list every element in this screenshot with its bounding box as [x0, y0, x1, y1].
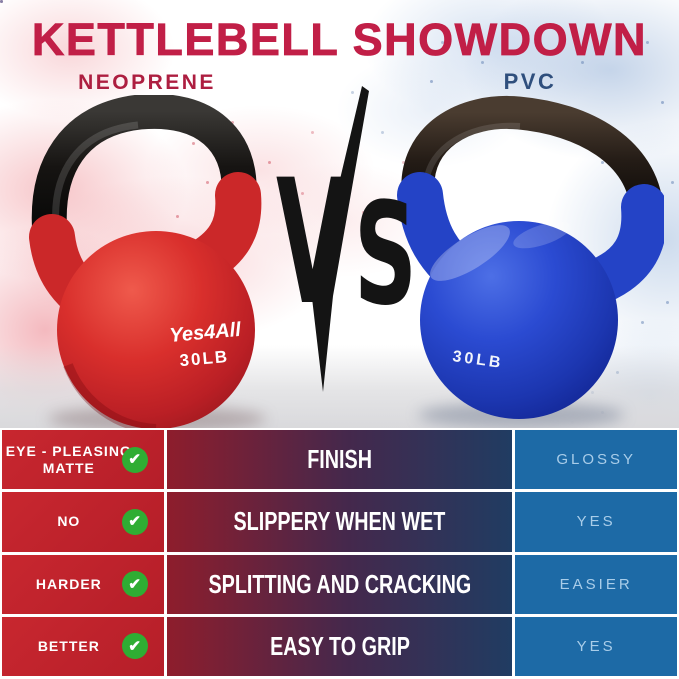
neoprene-value: EYE - PLEASING MATTE: [5, 442, 132, 476]
neoprene-kettlebell-image: Yes4All 30LB: [29, 95, 262, 434]
gloss-highlight: [430, 225, 510, 281]
pvc-label: PVC: [503, 69, 557, 94]
check-icon: ✔: [121, 446, 148, 473]
red-weight-label: 30LB: [179, 347, 230, 370]
blue-kettlebell-handle: [401, 95, 664, 212]
vs-letter-v: V: [276, 142, 349, 343]
neoprene-value: NO: [57, 513, 81, 530]
table-row-2-pvc-cell: YES: [515, 492, 677, 552]
pvc-value: YES: [576, 513, 616, 531]
table-row-4-pvc-cell: YES: [515, 616, 677, 676]
handle-highlight: [52, 121, 139, 228]
pvc-value: GLOSSY: [556, 451, 637, 469]
table-row-2-feature-cell: SLIPPERY WHEN WET: [166, 492, 513, 552]
table-row-3-feature-cell: SPLITTING AND CRACKING: [166, 554, 513, 614]
neoprene-label: NEOPRENE: [78, 71, 216, 94]
lightning-slash: [312, 86, 369, 392]
comparison-table: EYE - PLEASING MATTE ✔ FINISH GLOSSY NO …: [0, 428, 679, 679]
check-glyph: ✔: [128, 637, 141, 655]
check-icon: ✔: [121, 571, 148, 598]
check-icon: ✔: [121, 633, 148, 660]
blue-kettlebell-body: [420, 221, 618, 419]
page-title: KETTLEBELL SHOWDOWN: [31, 14, 648, 66]
blue-weight-label: 30LB: [451, 348, 504, 372]
table-row-1-feature-cell: FINISH: [166, 430, 513, 490]
check-glyph: ✔: [128, 513, 141, 531]
feature-name: EASY TO GRIP: [269, 630, 410, 661]
vs-letter-s: S: [354, 172, 412, 337]
feature-name: SLIPPERY WHEN WET: [233, 506, 446, 537]
table-row-1-pvc-cell: GLOSSY: [515, 430, 677, 490]
check-glyph: ✔: [128, 451, 141, 469]
vs-mark: V S: [276, 86, 412, 392]
pvc-value: YES: [576, 637, 616, 655]
handle-highlight: [423, 122, 521, 186]
blue-speckles: [0, 0, 3, 3]
pvc-value: EASIER: [559, 575, 633, 593]
body-shading: [63, 363, 157, 434]
table-row-1-neoprene-cell: EYE - PLEASING MATTE ✔: [2, 430, 164, 490]
neoprene-value: BETTER: [37, 637, 100, 654]
feature-name: FINISH: [307, 444, 372, 475]
gloss-highlight-2: [513, 221, 571, 249]
red-kettlebell-handle: [31, 95, 257, 237]
neoprene-value: HARDER: [35, 575, 102, 592]
red-kettlebell-body: [57, 231, 255, 429]
feature-name: SPLITTING AND CRACKING: [208, 568, 471, 599]
blue-right-sleeve: [577, 184, 664, 304]
check-icon: ✔: [121, 508, 148, 535]
table-row-3-pvc-cell: EASIER: [515, 554, 677, 614]
check-glyph: ✔: [128, 575, 141, 593]
table-row-4-neoprene-cell: BETTER ✔: [2, 616, 164, 676]
table-row-2-neoprene-cell: NO ✔: [2, 492, 164, 552]
table-row-4-feature-cell: EASY TO GRIP: [166, 616, 513, 676]
table-row-3-neoprene-cell: HARDER ✔: [2, 554, 164, 614]
pvc-kettlebell-image: 30LB: [397, 95, 664, 419]
